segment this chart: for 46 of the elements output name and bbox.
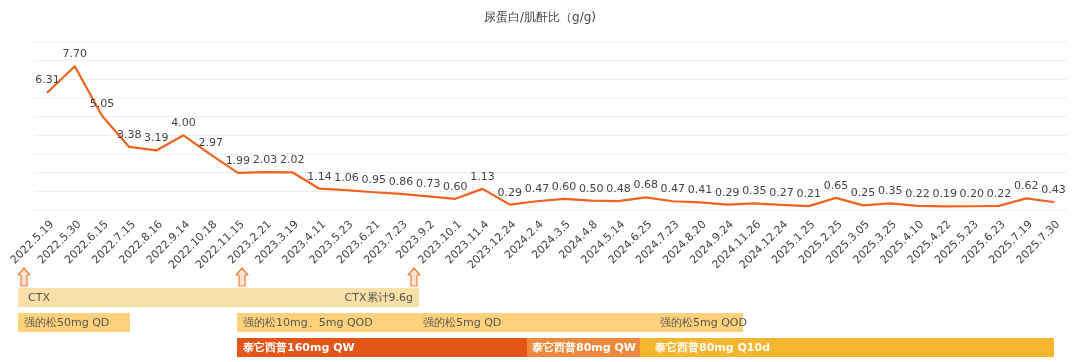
data-label: 1.06 [334, 171, 359, 185]
data-label: 0.62 [1013, 179, 1039, 193]
data-label: 0.22 [986, 186, 1012, 200]
data-label: 1.13 [470, 169, 495, 183]
data-label: 2.97 [198, 135, 223, 149]
data-label: 7.70 [62, 47, 88, 61]
data-label: 0.95 [361, 173, 387, 187]
data-label: 0.20 [959, 187, 985, 201]
data-label: 2.03 [252, 153, 278, 167]
data-label: 0.86 [388, 174, 414, 188]
text: 强的松50mg QD [24, 316, 110, 330]
chart-title: 尿蛋白/肌酐比（g/g) [483, 10, 597, 24]
text: 泰它西普80mg Q10d [654, 341, 771, 355]
data-label: 0.19 [932, 187, 957, 201]
data-label: 0.50 [579, 181, 604, 195]
data-label: 0.73 [415, 177, 441, 191]
data-label: 0.27 [769, 185, 794, 199]
data-label: 0.47 [524, 182, 550, 196]
data-label: 0.35 [742, 184, 767, 198]
data-label: 0.60 [443, 179, 468, 193]
data-label: 0.41 [687, 183, 713, 197]
data-label: 0.47 [660, 182, 686, 196]
data-label: 0.60 [551, 179, 577, 193]
data-label: 1.99 [225, 153, 251, 167]
data-label: 1.14 [307, 169, 332, 183]
data-label: 0.29 [497, 185, 522, 199]
data-label: 0.35 [878, 184, 903, 198]
data-label: 3.38 [116, 127, 142, 141]
data-label: 0.65 [823, 178, 849, 192]
data-label: 0.68 [633, 178, 658, 192]
text: CTX [28, 291, 51, 305]
data-label: 0.25 [850, 186, 876, 200]
data-label: 0.21 [796, 187, 821, 201]
data-label: 2.02 [280, 153, 305, 167]
data-label: 3.19 [144, 131, 169, 145]
data-label: 6.31 [35, 73, 60, 87]
text: 泰它西普80mg QW [531, 341, 636, 355]
text: 泰它西普160mg QW [242, 341, 355, 355]
data-label: 4.00 [171, 116, 196, 130]
data-label: 0.48 [606, 182, 631, 196]
text: CTX累计9.6g [344, 291, 413, 305]
text: 强的松5mg QD [423, 316, 502, 330]
data-label: 0.22 [905, 186, 930, 200]
data-label: 0.29 [714, 185, 740, 199]
data-label: 0.43 [1041, 182, 1066, 196]
text: 强的松10mg、5mg QOD [243, 316, 373, 330]
